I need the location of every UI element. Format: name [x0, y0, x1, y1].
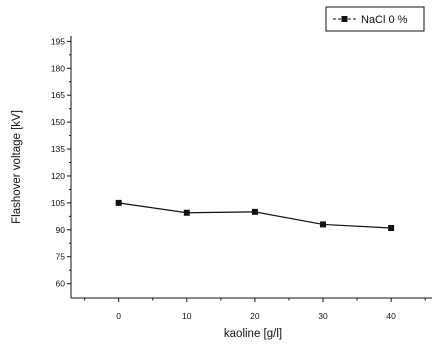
- legend-label: NaCl 0 %: [361, 14, 408, 26]
- x-tick-label: 40: [386, 311, 396, 321]
- y-tick-label: 165: [51, 90, 65, 100]
- data-point: [251, 208, 258, 215]
- y-tick-label: 105: [51, 198, 65, 208]
- y-tick-label: 75: [56, 252, 66, 262]
- x-tick-label: 10: [182, 311, 192, 321]
- y-tick-label: 180: [51, 63, 65, 73]
- y-tick-label: 90: [56, 225, 66, 235]
- x-tick-label: 0: [116, 311, 121, 321]
- x-tick-label: 20: [250, 311, 260, 321]
- data-point: [320, 221, 327, 228]
- y-tick-label: 135: [51, 144, 65, 154]
- data-point: [388, 225, 395, 232]
- x-tick-label: 30: [318, 311, 328, 321]
- y-tick-label: 60: [56, 279, 66, 289]
- y-tick-label: 120: [51, 171, 65, 181]
- series-layer: [115, 199, 395, 232]
- y-tick-label: 195: [51, 36, 65, 46]
- y-ticks: 60 75 90 105 120 135 150 165 180 195: [51, 36, 71, 289]
- x-axis-title: kaoline [g/l]: [224, 328, 282, 340]
- y-tick-label: 150: [51, 117, 65, 127]
- legend: NaCl 0 %: [325, 6, 425, 32]
- legend-marker: [341, 16, 348, 22]
- x-ticks: 0 10 20 30 40: [84, 298, 426, 321]
- data-point: [183, 209, 190, 216]
- y-axis-title: Flashover voltage [kV]: [11, 110, 23, 224]
- series-line: [118, 202, 392, 229]
- data-point: [115, 199, 122, 206]
